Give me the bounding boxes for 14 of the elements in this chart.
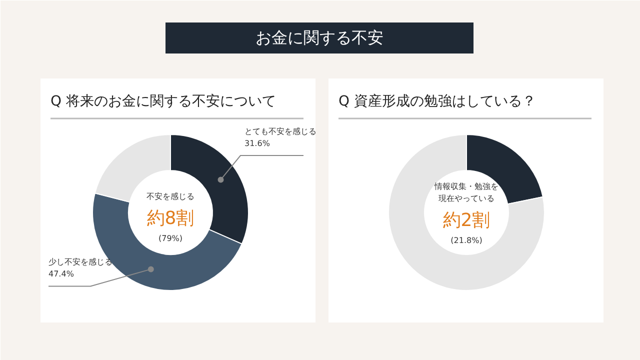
chart-title: Q 資産形成の勉強はしている？	[338, 94, 536, 110]
text: (21.8%)	[450, 236, 482, 245]
text: 約8割	[146, 208, 194, 229]
text: 不安を感じる	[146, 192, 194, 201]
text: 情報収集・勉強を	[434, 182, 498, 191]
chart-title: Q 将来のお金に関する不安について	[50, 94, 276, 110]
text: (79%)	[158, 234, 183, 243]
slice-label: 少し不安を感じる	[48, 258, 112, 267]
data-label: 31.6%	[244, 139, 270, 148]
slice-label: とても不安を感じる	[244, 127, 316, 136]
text: 約2割	[442, 210, 490, 231]
text: 現在やっている	[438, 194, 494, 203]
data-label: 47.4%	[48, 270, 74, 279]
text: お金に関する不安	[256, 28, 384, 47]
